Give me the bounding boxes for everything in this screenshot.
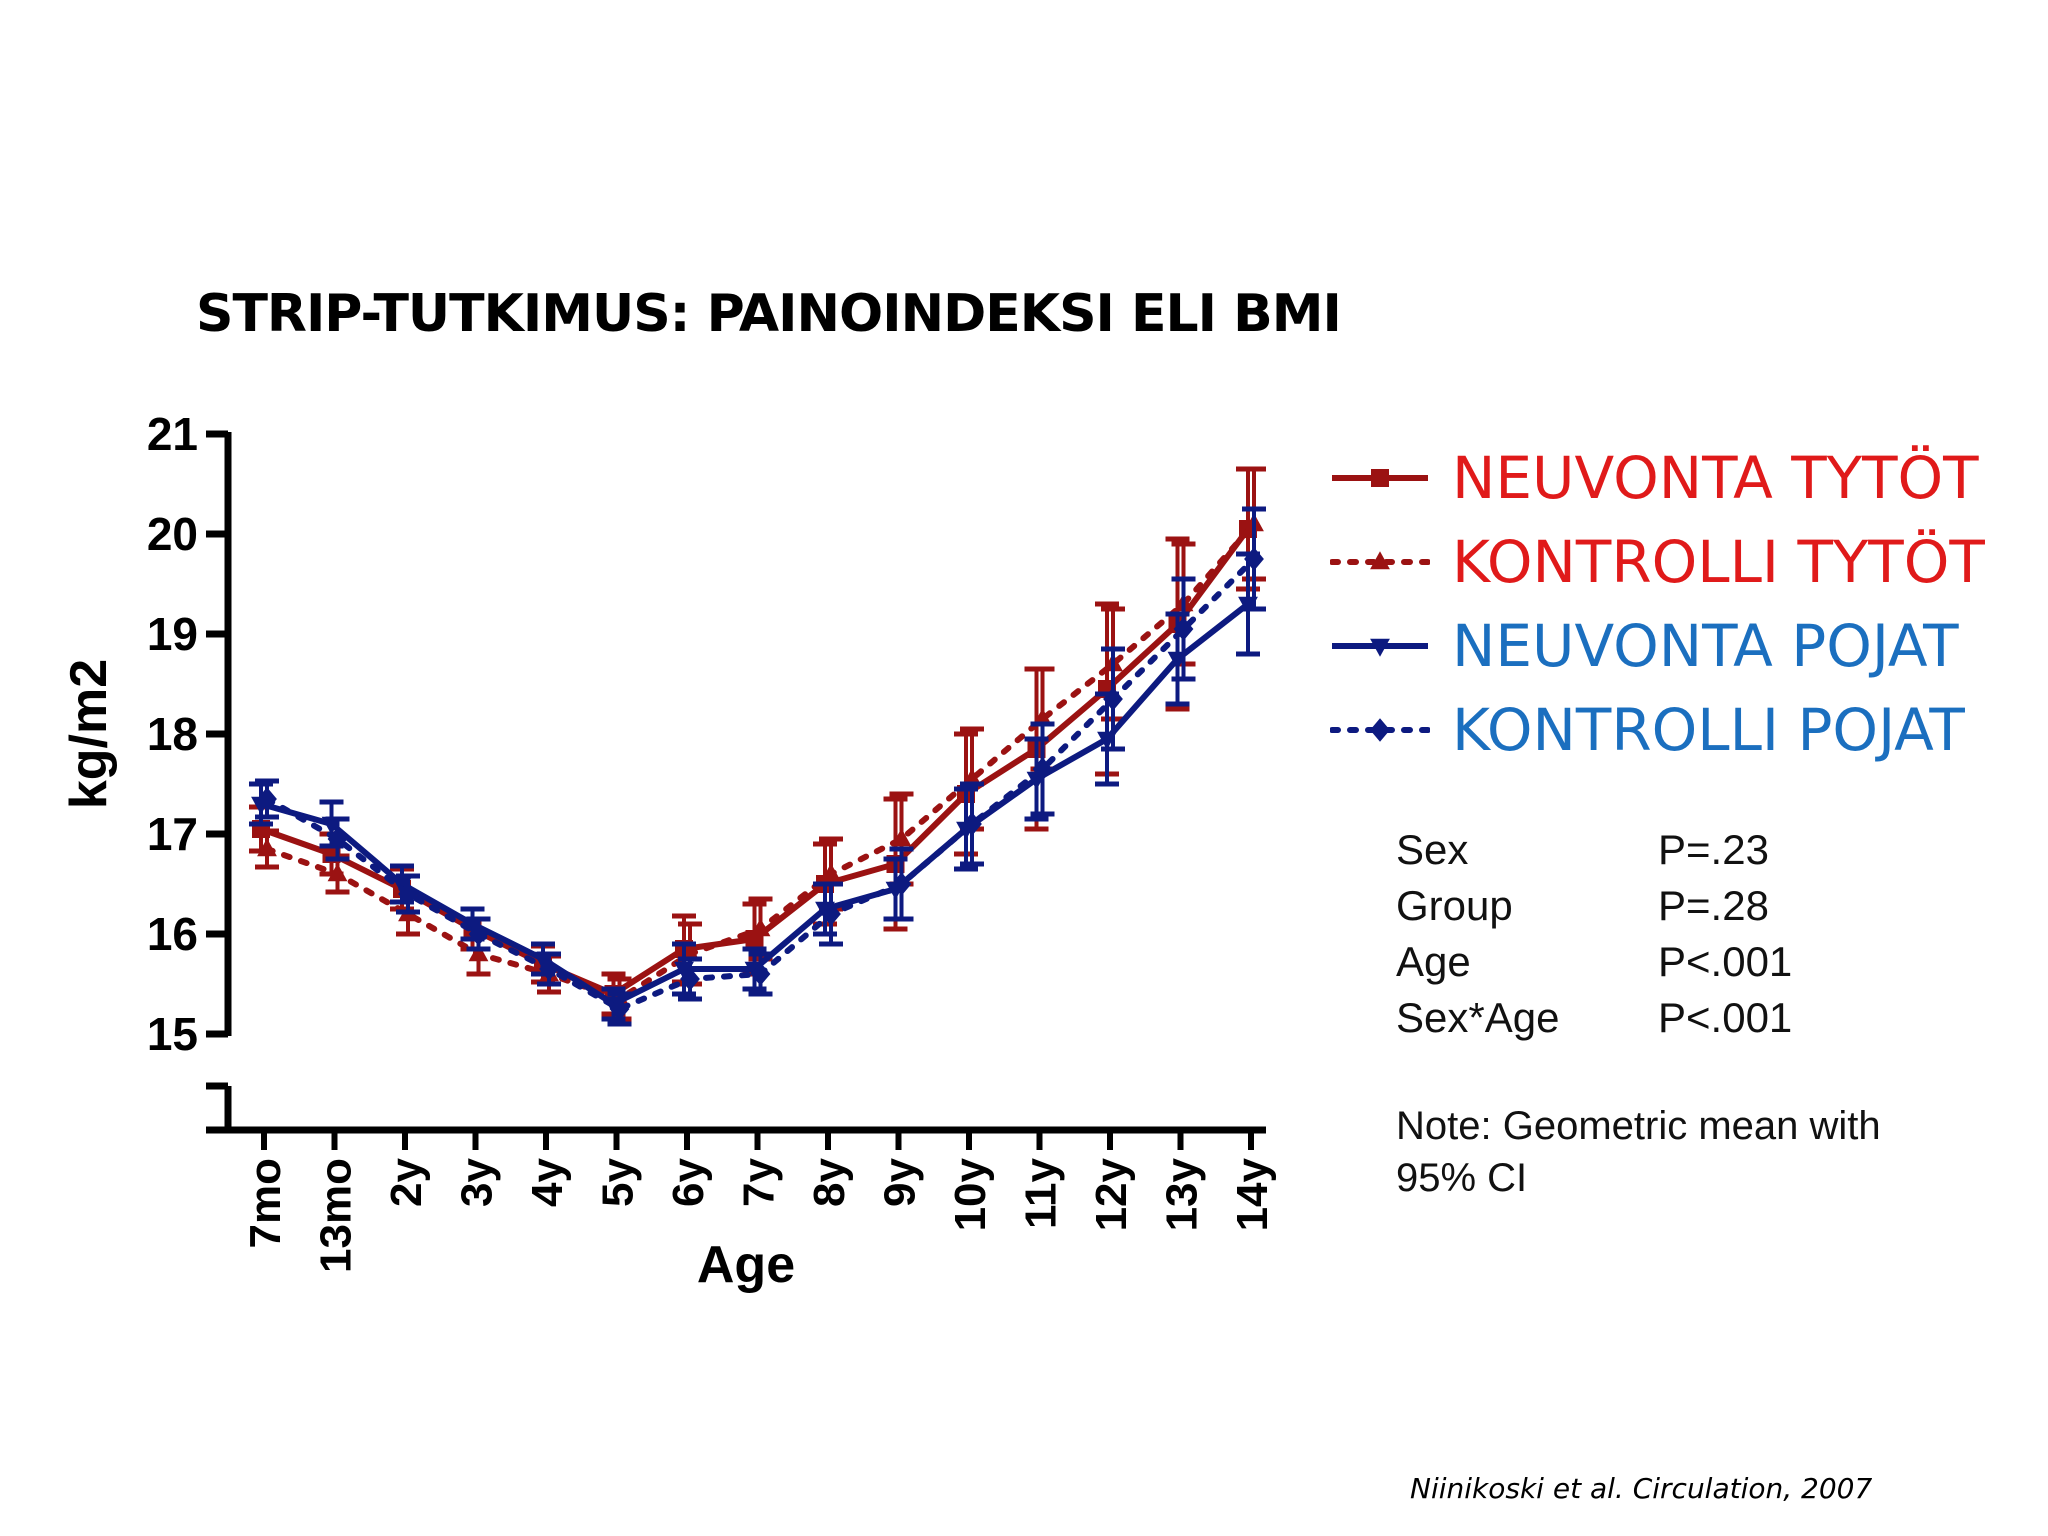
- statistics-table: Sex P=.23 Group P=.28 Age P<.001 Sex*Age…: [1396, 822, 1792, 1046]
- data-point: [609, 997, 630, 1021]
- data-point: [1173, 617, 1194, 641]
- x-tick-label: 12y: [1087, 1157, 1136, 1231]
- stats-term: Sex*Age: [1396, 994, 1560, 1041]
- y-tick-label: 19: [147, 608, 198, 660]
- x-tick-label: 10y: [946, 1157, 995, 1231]
- legend-swatch-marker: [1370, 638, 1390, 657]
- data-point: [1032, 757, 1053, 781]
- y-tick-label: 16: [147, 908, 198, 960]
- data-point: [680, 967, 700, 991]
- x-tick-label: 7y: [735, 1157, 784, 1206]
- legend-item: KONTROLLI TYTÖT: [1330, 520, 1985, 604]
- stats-row: Sex P=.23: [1396, 822, 1792, 878]
- legend-label: NEUVONTA POJAT: [1452, 612, 1959, 680]
- stats-term: Sex: [1396, 826, 1469, 873]
- stats-row: Group P=.28: [1396, 878, 1792, 934]
- stats-term: Age: [1396, 938, 1471, 985]
- stats-p-value: P=.28: [1658, 882, 1769, 929]
- legend-swatch-0: [1332, 469, 1428, 487]
- stats-p-value: P<.001: [1658, 994, 1793, 1041]
- y-tick-label: 18: [147, 708, 198, 760]
- legend-swatch-marker: [1370, 551, 1390, 570]
- citation: Niinikoski et al. Circulation, 2007: [1410, 1472, 1873, 1505]
- data-point: [750, 918, 771, 937]
- x-tick-label: 11y: [1017, 1157, 1066, 1229]
- stats-row: Age P<.001: [1396, 934, 1792, 990]
- x-tick-label: 5y: [594, 1157, 643, 1206]
- data-point: [750, 962, 771, 986]
- data-point: [1103, 687, 1123, 711]
- data-point: [821, 902, 841, 926]
- y-tick-label: 15: [147, 1008, 198, 1060]
- y-tick-label: 17: [147, 808, 198, 860]
- legend-swatch-1: [1330, 551, 1430, 570]
- stats-p-value: P=.23: [1658, 826, 1769, 873]
- data-point: [468, 943, 489, 962]
- data-point: [327, 827, 348, 851]
- data-point: [468, 922, 489, 946]
- x-tick-label: 6y: [664, 1157, 713, 1206]
- data-point: [962, 812, 982, 836]
- legend-item: KONTROLLI POJAT: [1330, 688, 1985, 772]
- chart-note: Note: Geometric mean with 95% CI: [1396, 1104, 1881, 1200]
- x-tick-label: 2y: [382, 1157, 431, 1206]
- series-3: [255, 506, 1266, 1027]
- y-tick-label: 20: [147, 508, 198, 560]
- legend-item: NEUVONTA POJAT: [1330, 604, 1985, 688]
- data-point: [891, 872, 912, 896]
- chart-legend: NEUVONTA TYTÖT KONTROLLI TYTÖT NEUVONTA …: [1330, 436, 1985, 772]
- stats-term: Group: [1396, 882, 1513, 929]
- data-point: [327, 863, 348, 882]
- data-point: [257, 787, 277, 811]
- x-tick-label: 14y: [1228, 1157, 1277, 1231]
- y-axis-title: kg/m2: [60, 659, 118, 809]
- legend-label: KONTROLLI POJAT: [1452, 696, 1965, 764]
- data-point: [821, 863, 841, 882]
- x-tick-label: 4y: [523, 1157, 572, 1206]
- data-point: [891, 828, 912, 847]
- data-point: [539, 957, 559, 981]
- stats-row: Sex*Age P<.001: [1396, 990, 1792, 1046]
- data-point: [1244, 547, 1264, 571]
- legend-swatch-marker: [1371, 469, 1389, 487]
- x-tick-label: 9y: [876, 1157, 925, 1206]
- data-point: [257, 838, 277, 857]
- x-tick-label: 7mo: [241, 1158, 290, 1248]
- page-title: STRIP-TUTKIMUS: PAINOINDEKSI ELI BMI: [196, 284, 1342, 344]
- x-tick-label: 13mo: [312, 1158, 361, 1273]
- legend-label: KONTROLLI TYTÖT: [1452, 528, 1985, 596]
- legend-label: NEUVONTA TYTÖT: [1452, 444, 1979, 512]
- legend-swatch-marker: [1370, 718, 1390, 742]
- x-tick-label: 3y: [453, 1157, 502, 1206]
- x-tick-label: 8y: [805, 1157, 854, 1206]
- legend-swatch-2: [1332, 638, 1428, 657]
- legend-swatch-3: [1330, 718, 1430, 742]
- stats-p-value: P<.001: [1658, 938, 1793, 985]
- x-tick-label: 13y: [1158, 1157, 1207, 1231]
- legend-item: NEUVONTA TYTÖT: [1330, 436, 1985, 520]
- y-tick-label: 21: [147, 408, 198, 460]
- x-axis-title: Age: [697, 1236, 795, 1294]
- data-point: [398, 882, 418, 906]
